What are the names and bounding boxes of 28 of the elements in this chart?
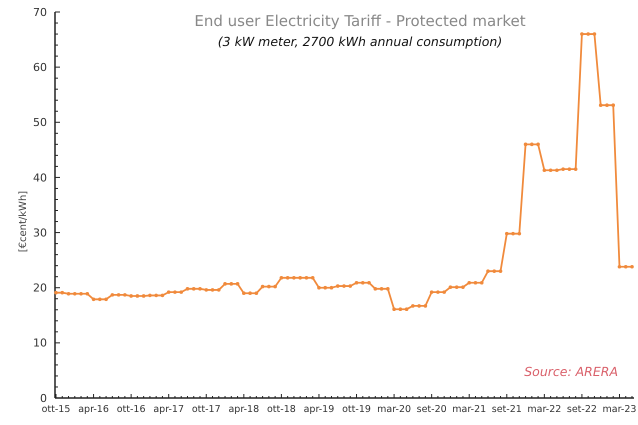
x-tick-label: set-22 [566,404,597,415]
x-tick-label: mar-20 [377,404,412,415]
x-tick-label: ott-15 [42,404,70,415]
y-tick-label: 0 [40,392,47,405]
y-tick-label: 70 [33,6,47,19]
x-tick-label: ott-18 [267,404,296,415]
x-tick-label: apr-18 [228,404,260,415]
annotation: Source: ARERA [524,364,618,379]
x-tick-label: ott-17 [192,404,221,415]
y-tick-label: 20 [33,282,47,295]
x-tick-label: ott-19 [342,404,371,415]
y-tick-label: 50 [33,116,47,130]
y-tick-label: 30 [33,226,47,240]
x-tick-label: set-20 [416,404,447,415]
y-tick-label: 40 [33,171,47,184]
y-axis-title: [€cent/kWh] [18,190,29,252]
x-tick-label: set-21 [492,404,522,415]
y-tick-label: 10 [33,336,47,350]
y-tick-label: 60 [33,60,47,74]
x-tick-label: mar-22 [527,404,562,415]
x-tick-label: mar-21 [452,404,486,415]
text: (3 kW meter, 2700 kWh annual consumption) [218,34,502,49]
x-tick-label: apr-19 [304,404,334,415]
x-tick-label: apr-16 [78,404,109,415]
x-tick-label: ott-16 [116,404,146,415]
x-tick-label: mar-23 [602,404,636,415]
chart-title: End user Electricity Tariff - Protected market [194,12,526,30]
x-tick-label: apr-17 [153,404,184,415]
